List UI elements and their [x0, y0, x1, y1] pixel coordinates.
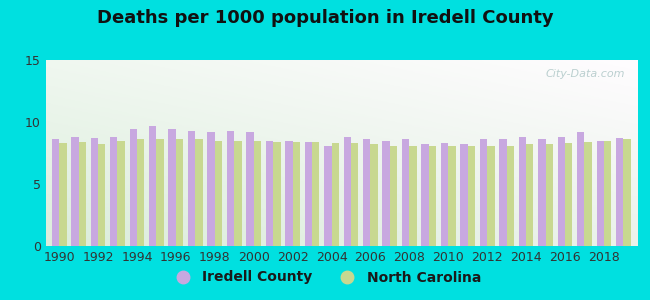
- Bar: [195, 140, 203, 246]
- Bar: [129, 129, 137, 246]
- Bar: [273, 142, 281, 246]
- Bar: [390, 146, 397, 246]
- Bar: [227, 131, 234, 246]
- Bar: [52, 140, 59, 246]
- Bar: [616, 138, 623, 246]
- Bar: [448, 146, 456, 246]
- Bar: [460, 144, 468, 246]
- Bar: [168, 129, 176, 246]
- Bar: [429, 146, 436, 246]
- Bar: [351, 143, 358, 246]
- Bar: [207, 132, 214, 246]
- Bar: [558, 137, 565, 246]
- Bar: [499, 140, 506, 246]
- Bar: [149, 126, 157, 246]
- Bar: [604, 141, 611, 246]
- Bar: [410, 146, 417, 246]
- Bar: [79, 142, 86, 246]
- Bar: [468, 146, 475, 246]
- Bar: [285, 141, 293, 246]
- Bar: [623, 140, 630, 246]
- Bar: [292, 142, 300, 246]
- Bar: [577, 132, 584, 246]
- Bar: [526, 144, 534, 246]
- Bar: [344, 137, 351, 246]
- Bar: [176, 140, 183, 246]
- Bar: [234, 141, 242, 246]
- Bar: [266, 141, 273, 246]
- Bar: [137, 140, 144, 246]
- Bar: [370, 144, 378, 246]
- Bar: [312, 142, 319, 246]
- Bar: [402, 140, 410, 246]
- Bar: [305, 142, 312, 246]
- Bar: [480, 140, 488, 246]
- Bar: [59, 143, 66, 246]
- Bar: [363, 140, 370, 246]
- Text: Deaths per 1000 population in Iredell County: Deaths per 1000 population in Iredell Co…: [97, 9, 553, 27]
- Bar: [157, 140, 164, 246]
- Bar: [110, 137, 118, 246]
- Bar: [382, 141, 390, 246]
- Bar: [98, 144, 105, 246]
- Bar: [324, 146, 332, 246]
- Bar: [72, 137, 79, 246]
- Bar: [488, 146, 495, 246]
- Bar: [519, 137, 526, 246]
- Bar: [421, 144, 429, 246]
- Bar: [118, 141, 125, 246]
- Bar: [538, 140, 545, 246]
- Legend: Iredell County, North Carolina: Iredell County, North Carolina: [163, 265, 487, 290]
- Bar: [506, 146, 514, 246]
- Bar: [597, 141, 604, 246]
- Bar: [545, 144, 553, 246]
- Bar: [214, 141, 222, 246]
- Text: City-Data.com: City-Data.com: [545, 69, 625, 79]
- Bar: [332, 143, 339, 246]
- Bar: [90, 138, 98, 246]
- Bar: [584, 142, 592, 246]
- Bar: [188, 131, 195, 246]
- Bar: [565, 143, 573, 246]
- Bar: [246, 132, 254, 246]
- Bar: [254, 141, 261, 246]
- Bar: [441, 143, 448, 246]
